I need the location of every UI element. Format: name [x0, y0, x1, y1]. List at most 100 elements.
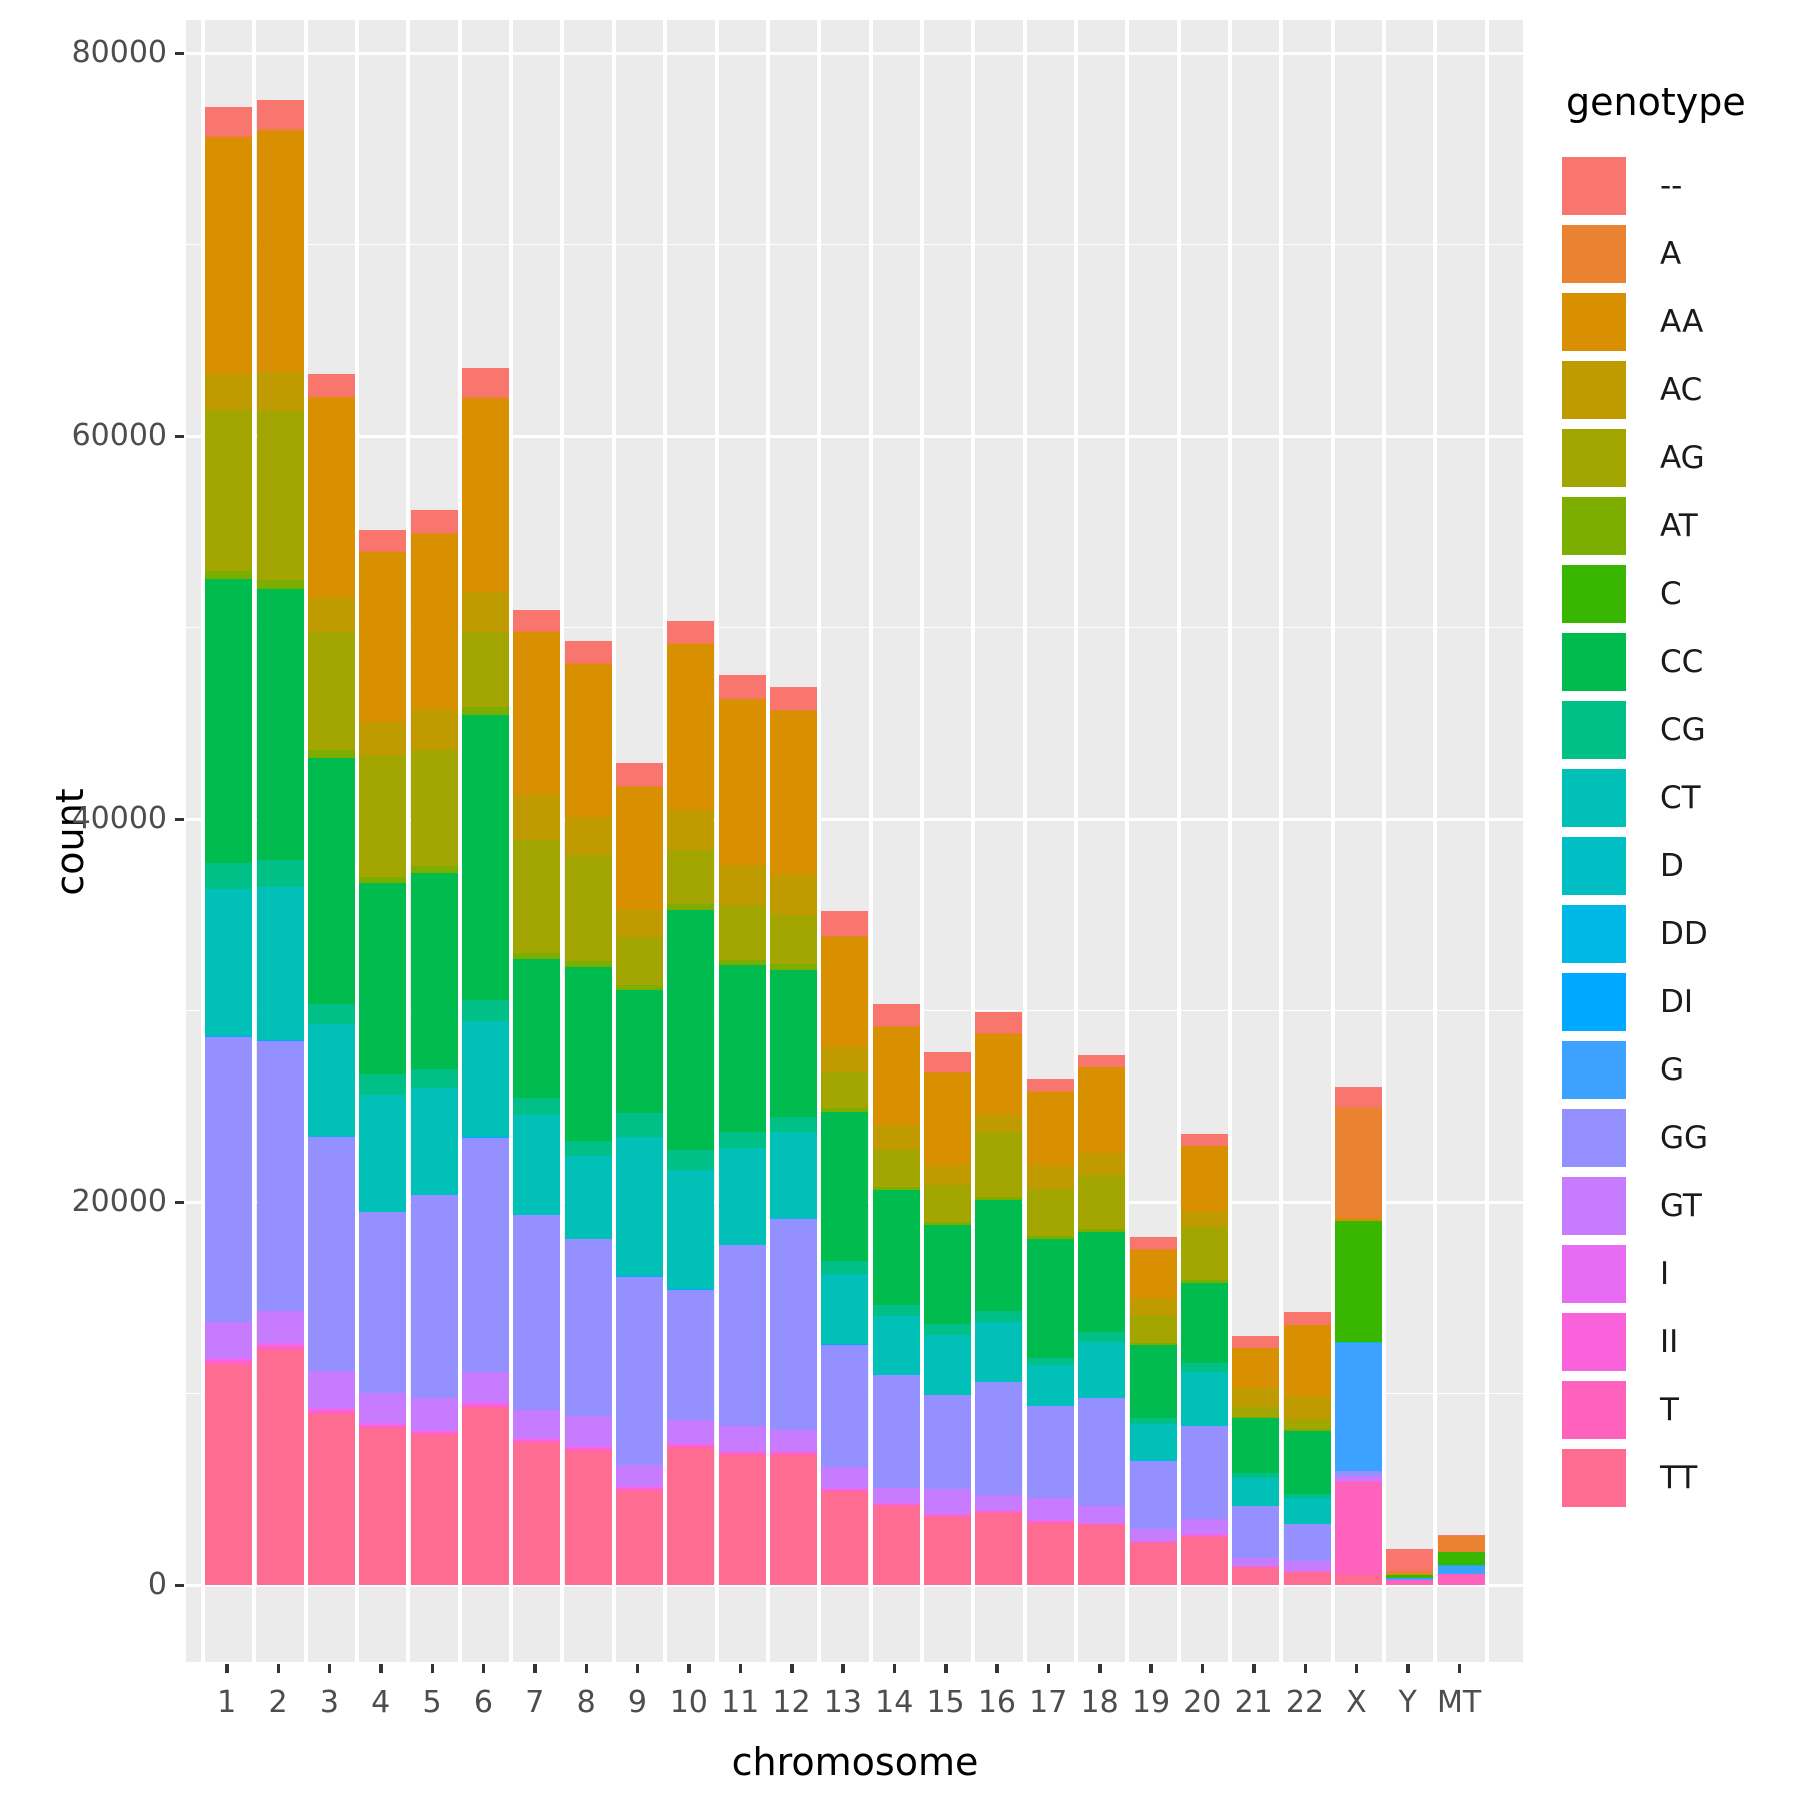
segment-AC	[410, 709, 458, 750]
segment---	[1232, 1335, 1280, 1348]
segment-AG	[1026, 1188, 1074, 1236]
segment-CC	[1026, 1238, 1074, 1359]
segment-CC	[513, 959, 561, 1098]
legend-swatch-DD	[1562, 905, 1626, 963]
segment-AG	[667, 849, 715, 905]
segment-CT	[205, 888, 253, 1035]
segment-AG	[770, 914, 818, 965]
legend-label-CT: CT	[1660, 780, 1701, 816]
legend-label-GG: GG	[1660, 1120, 1709, 1156]
segment-CT	[564, 1155, 612, 1238]
segment-T	[616, 1488, 663, 1491]
segment-AT	[410, 866, 458, 873]
segment-GG	[1334, 1470, 1382, 1477]
segment-GG	[821, 1344, 869, 1468]
x-tick-mark	[1457, 1664, 1462, 1673]
segment-TT	[461, 1408, 509, 1585]
segment-AT	[924, 1221, 972, 1226]
gridline-minor	[186, 626, 1523, 629]
segment-AC	[718, 864, 766, 906]
segment-I	[1026, 1520, 1074, 1522]
segment-I	[872, 1502, 920, 1504]
segment-GG	[718, 1245, 766, 1426]
segment-AA	[718, 699, 766, 865]
bar-chromosome-16	[975, 1011, 1023, 1585]
segment-CT	[1232, 1477, 1280, 1506]
segment-D	[1334, 1341, 1382, 1343]
segment-AG	[975, 1131, 1023, 1197]
segment-II	[770, 1452, 818, 1454]
segment---	[1437, 1535, 1485, 1537]
segment-AG	[872, 1149, 920, 1187]
segment-GT	[1078, 1506, 1126, 1523]
segment-CG	[1026, 1358, 1074, 1366]
legend-item-CT: CT	[1562, 764, 1800, 832]
segment-CC	[1129, 1344, 1177, 1419]
segment-II	[1078, 1523, 1126, 1525]
bar-chromosome-15	[924, 1051, 972, 1585]
segment---	[1129, 1237, 1177, 1250]
segment-AG	[256, 411, 304, 580]
segment-CC	[821, 1112, 869, 1262]
segment---	[1180, 1133, 1228, 1146]
segment-CT	[1129, 1424, 1177, 1461]
segment-I	[1283, 1570, 1331, 1572]
x-tick-mark	[225, 1664, 229, 1673]
x-tick-mark	[892, 1664, 897, 1673]
legend-item-C: C	[1562, 560, 1800, 628]
segment-TT	[975, 1513, 1023, 1585]
gridline-vertical	[1073, 20, 1078, 1662]
segment---	[1078, 1054, 1126, 1067]
segment---	[924, 1051, 972, 1072]
x-tick-label-18: 18	[1080, 1685, 1119, 1720]
segment-AA	[513, 632, 561, 795]
segment-AC	[564, 816, 612, 855]
x-tick-mark	[1098, 1664, 1102, 1673]
segment-AT	[718, 959, 766, 966]
segment-T	[256, 1346, 304, 1350]
bar-chromosome-Y	[1386, 1549, 1434, 1585]
gridline-vertical	[663, 20, 668, 1662]
segment-I	[616, 1486, 663, 1488]
segment-GT	[616, 1465, 663, 1487]
segment---	[872, 1003, 920, 1026]
gridline-vertical	[355, 20, 360, 1662]
gridline-vertical	[1484, 20, 1489, 1662]
bar-chromosome-10	[667, 620, 715, 1585]
gridline-minor	[186, 243, 1523, 246]
segment-G	[1437, 1565, 1485, 1574]
segment-GG	[924, 1395, 972, 1489]
legend-item-TT: TT	[1562, 1444, 1800, 1512]
segment-AC	[1283, 1395, 1331, 1419]
segment-TT	[1129, 1542, 1177, 1585]
legend-swatch-I	[1562, 1245, 1626, 1303]
x-tick-mark	[944, 1664, 948, 1673]
segment-GG	[1129, 1460, 1177, 1529]
segment-CT	[770, 1132, 818, 1218]
segment---	[1386, 1549, 1434, 1572]
segment-T	[1283, 1571, 1331, 1573]
legend-swatch-CC	[1562, 633, 1626, 691]
segment-A	[1026, 1090, 1074, 1092]
segment-AC	[1026, 1164, 1074, 1189]
y-tick-label-0: 0	[147, 1567, 167, 1602]
segment-AA	[1180, 1146, 1228, 1212]
segment-AG	[1180, 1226, 1228, 1281]
segment-GT	[770, 1429, 818, 1451]
segment-CT	[718, 1148, 766, 1244]
segment---	[205, 107, 253, 137]
legend-swatch-A	[1562, 225, 1626, 283]
segment-A	[513, 630, 561, 633]
segment-CC	[1078, 1231, 1126, 1333]
segment-GG	[616, 1276, 663, 1466]
segment-T	[872, 1504, 920, 1506]
segment-I	[564, 1445, 612, 1448]
segment-GT	[513, 1409, 561, 1438]
segment-CT	[975, 1321, 1023, 1382]
segment-II	[256, 1345, 304, 1347]
legend-swatch---	[1562, 157, 1626, 215]
x-tick-label-1: 1	[217, 1685, 237, 1720]
segment-AC	[872, 1124, 920, 1150]
segment---	[359, 529, 407, 551]
